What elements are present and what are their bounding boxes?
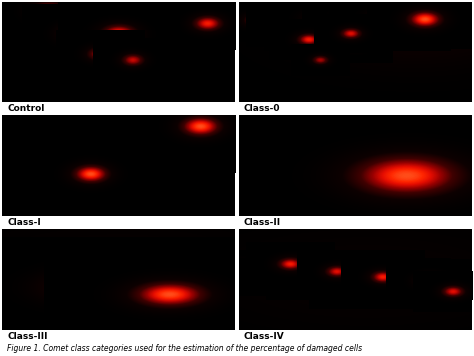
Text: Class-0: Class-0	[244, 104, 280, 114]
Text: Class-I: Class-I	[7, 218, 41, 227]
Text: Class-II: Class-II	[244, 218, 281, 227]
Text: Figure 1. Comet class categories used for the estimation of the percentage of da: Figure 1. Comet class categories used fo…	[7, 344, 362, 353]
Text: Control: Control	[7, 104, 45, 114]
Text: Class-IV: Class-IV	[244, 332, 284, 341]
Text: Class-III: Class-III	[7, 332, 47, 341]
